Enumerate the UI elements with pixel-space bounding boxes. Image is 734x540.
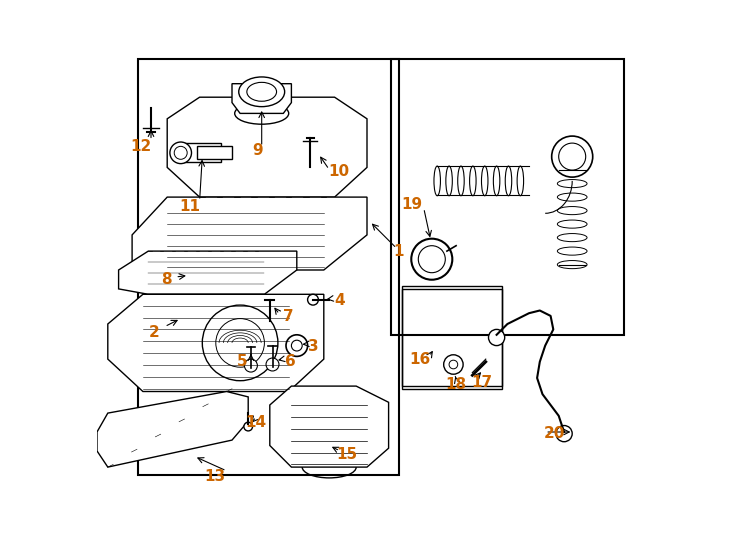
Text: 15: 15 [336,447,357,462]
Circle shape [308,294,319,305]
Ellipse shape [557,206,587,215]
Text: 7: 7 [283,309,294,325]
Bar [197,146,232,159]
Circle shape [449,360,458,369]
Polygon shape [167,97,367,197]
Circle shape [556,426,573,442]
Text: 18: 18 [446,377,467,392]
Bar [402,289,502,389]
Circle shape [203,305,278,381]
Ellipse shape [557,247,587,255]
Ellipse shape [557,261,587,269]
Ellipse shape [470,166,476,195]
Circle shape [489,329,505,346]
Bar [391,59,623,335]
Text: 8: 8 [161,272,172,287]
Ellipse shape [557,193,587,201]
Polygon shape [132,197,367,270]
Ellipse shape [482,166,488,195]
Text: 11: 11 [179,199,200,214]
Circle shape [266,358,279,371]
Text: 20: 20 [544,426,566,441]
Text: 2: 2 [148,325,159,340]
Ellipse shape [517,166,523,195]
Bar [402,286,502,386]
Ellipse shape [235,103,288,124]
Circle shape [291,340,302,351]
Circle shape [216,319,264,367]
Text: 10: 10 [328,164,349,179]
Text: 13: 13 [204,469,225,484]
Polygon shape [108,294,324,392]
Text: 4: 4 [335,293,345,308]
Circle shape [552,136,593,177]
Text: 16: 16 [410,352,431,367]
Circle shape [443,355,463,374]
Circle shape [174,146,187,159]
Circle shape [559,143,586,170]
Polygon shape [270,386,388,467]
Text: 14: 14 [246,415,267,430]
Ellipse shape [557,233,587,241]
Text: 12: 12 [131,139,152,154]
Circle shape [170,142,192,164]
Ellipse shape [458,166,464,195]
Text: 19: 19 [401,197,422,212]
Ellipse shape [446,166,452,195]
Circle shape [418,246,446,273]
Text: 5: 5 [236,354,247,369]
Circle shape [244,422,252,431]
Circle shape [411,239,452,280]
Polygon shape [97,392,248,467]
Ellipse shape [557,179,587,187]
Polygon shape [232,84,291,113]
Ellipse shape [434,166,440,195]
Bar [137,59,399,475]
Text: 9: 9 [252,143,263,158]
Ellipse shape [493,166,500,195]
Ellipse shape [239,77,285,107]
Text: 3: 3 [308,339,319,354]
Circle shape [244,359,258,372]
Text: 6: 6 [285,354,296,369]
Bar [181,143,221,162]
Ellipse shape [505,166,512,195]
Polygon shape [119,251,297,294]
Text: 17: 17 [471,375,493,390]
Text: 1: 1 [393,244,404,259]
Ellipse shape [247,82,277,102]
Circle shape [286,335,308,356]
Ellipse shape [557,220,587,228]
